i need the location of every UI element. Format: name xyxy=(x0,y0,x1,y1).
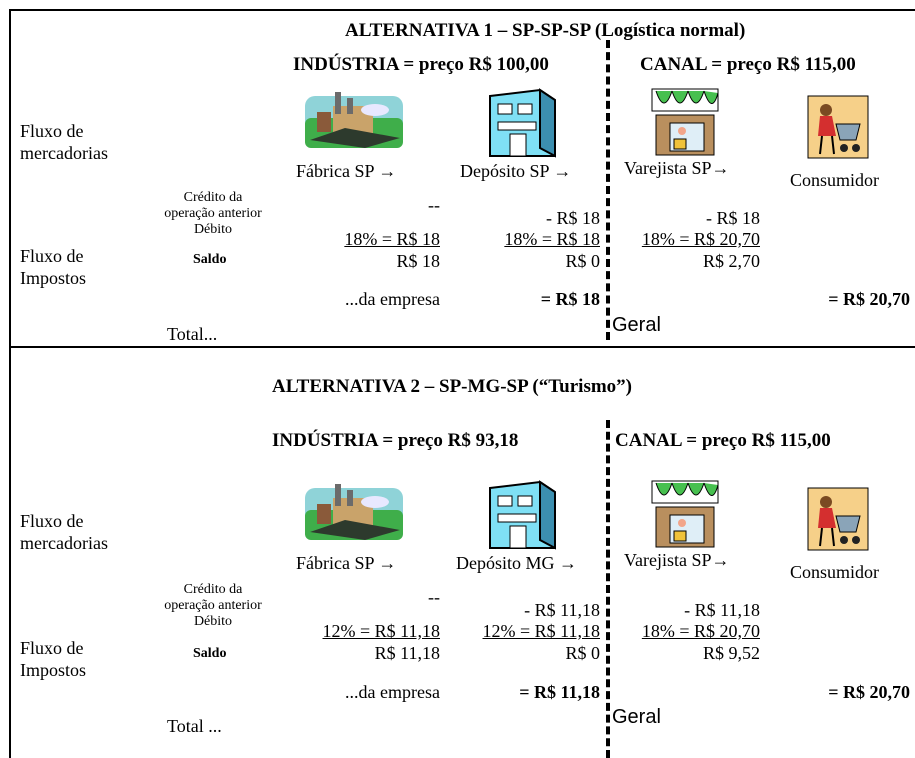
deposito-debito: 18% = R$ 18 xyxy=(504,229,600,249)
tax-row-labels: Crédito da operação anterior Débito xyxy=(164,582,262,629)
saldo-label: Saldo xyxy=(193,252,227,267)
deposito-saldo: R$ 0 xyxy=(565,643,600,663)
industria-price-label: INDÚSTRIA = preço R$ 93,18 xyxy=(272,430,519,451)
deposito-credito: - R$ 18 xyxy=(546,208,600,228)
fabrica-debito: 12% = R$ 11,18 xyxy=(322,621,440,641)
frame-left-border xyxy=(9,9,11,758)
da-empresa-label: ...da empresa xyxy=(345,682,440,702)
node-fabrica: Fábrica SP → xyxy=(296,553,397,573)
canal-price-label: CANAL = preço R$ 115,00 xyxy=(615,430,831,451)
warehouse-icon xyxy=(489,88,556,158)
shopper-icon xyxy=(807,95,869,159)
varejista-debito: 18% = R$ 20,70 xyxy=(641,229,760,249)
industria-price-label: INDÚSTRIA = preço R$ 100,00 xyxy=(293,54,549,75)
frame-top-border xyxy=(9,9,915,11)
da-empresa-label: ...da empresa xyxy=(345,289,440,309)
node-consumidor: Consumidor xyxy=(790,170,880,190)
deposito-credito: - R$ 11,18 xyxy=(524,600,600,620)
fabrica-credito: -- xyxy=(428,587,440,607)
warehouse-icon xyxy=(489,480,556,550)
varejista-saldo: R$ 2,70 xyxy=(702,251,760,271)
fabrica-saldo: R$ 11,18 xyxy=(374,643,440,663)
row-label-fluxo-mercadorias: Fluxo de mercadorias xyxy=(20,511,108,553)
geral-label: Geral xyxy=(612,314,661,336)
canal-price-label: CANAL = preço R$ 115,00 xyxy=(640,54,856,75)
storefront-icon xyxy=(651,88,719,156)
row-label-fluxo-impostos: Fluxo de Impostos xyxy=(20,638,87,680)
factory-icon xyxy=(305,484,403,540)
section-divider xyxy=(9,346,915,348)
varejista-credito: - R$ 18 xyxy=(706,208,760,228)
section-title: ALTERNATIVA 2 – SP-MG-SP (“Turismo”) xyxy=(272,376,633,397)
shopper-icon xyxy=(807,487,869,551)
total-label: Total ... xyxy=(167,716,222,736)
varejista-saldo: R$ 9,52 xyxy=(702,643,760,663)
total-empresa-value: = R$ 11,18 xyxy=(519,682,600,702)
deposito-debito: 12% = R$ 11,18 xyxy=(482,621,600,641)
row-label-fluxo-impostos: Fluxo de Impostos xyxy=(20,246,87,288)
deposito-saldo: R$ 0 xyxy=(565,251,600,271)
total-geral-value: = R$ 20,70 xyxy=(828,682,910,702)
saldo-label: Saldo xyxy=(193,646,227,661)
geral-label: Geral xyxy=(612,706,661,728)
fabrica-debito: 18% = R$ 18 xyxy=(344,229,440,249)
node-deposito: Depósito MG → xyxy=(456,553,577,573)
varejista-credito: - R$ 11,18 xyxy=(684,600,760,620)
node-deposito: Depósito SP → xyxy=(460,161,572,181)
row-label-fluxo-mercadorias: Fluxo de mercadorias xyxy=(20,121,108,163)
fabrica-saldo: R$ 18 xyxy=(396,251,440,271)
total-label: Total... xyxy=(167,324,218,344)
section-title: ALTERNATIVA 1 – SP-SP-SP (Logística norm… xyxy=(345,20,746,41)
vertical-dashed-divider-2 xyxy=(606,420,610,758)
total-geral-value: = R$ 20,70 xyxy=(828,289,910,309)
vertical-dashed-divider-1 xyxy=(606,40,610,340)
node-varejista: Varejista SP→ xyxy=(624,550,730,570)
node-fabrica: Fábrica SP → xyxy=(296,161,397,181)
total-empresa-value: = R$ 18 xyxy=(540,289,600,309)
varejista-debito: 18% = R$ 20,70 xyxy=(641,621,760,641)
storefront-icon xyxy=(651,480,719,548)
fabrica-credito: -- xyxy=(428,195,440,215)
tax-row-labels: Crédito da operação anterior Débito xyxy=(164,190,262,237)
node-varejista: Varejista SP→ xyxy=(624,158,730,178)
node-consumidor: Consumidor xyxy=(790,562,880,582)
factory-icon xyxy=(305,92,403,148)
